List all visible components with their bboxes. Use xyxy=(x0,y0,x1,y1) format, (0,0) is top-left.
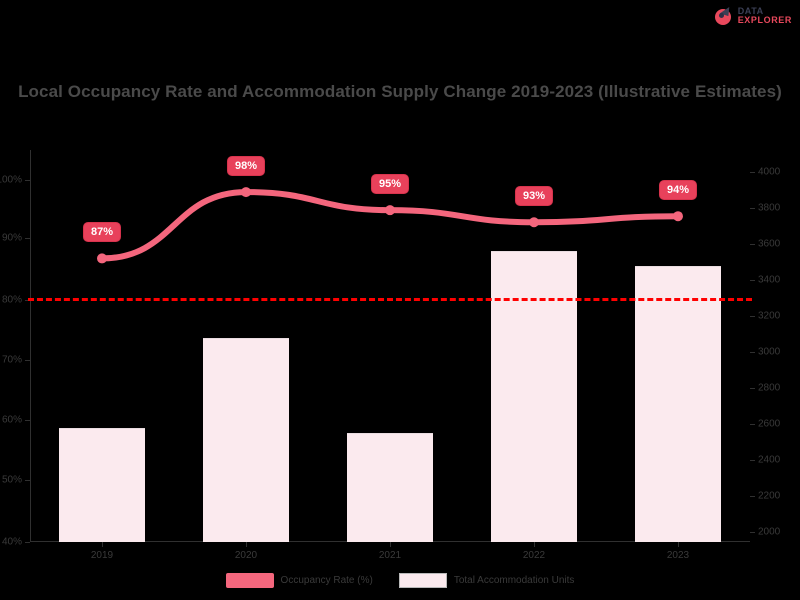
y-tick-right xyxy=(750,280,755,281)
y-tick-right xyxy=(750,460,755,461)
legend-item-occupancy[interactable]: Occupancy Rate (%) xyxy=(225,573,373,588)
y-tick-label-left: 60% xyxy=(1,414,22,426)
y-tick-label-right: 2800 xyxy=(758,382,781,394)
bar-2023 xyxy=(634,265,722,542)
x-tick xyxy=(102,542,103,547)
brand-logo: DATA EXPLORER xyxy=(712,4,792,27)
y-tick-label-left: 90% xyxy=(1,232,22,244)
y-tick-label-left: 70% xyxy=(1,354,22,366)
logo-icon xyxy=(712,4,734,27)
line-series xyxy=(97,187,683,264)
line-point-2022 xyxy=(529,217,539,228)
data-label-2020: 98% xyxy=(226,156,266,177)
y-tick-label-right: 3400 xyxy=(758,274,781,286)
y-tick-label-right: 3800 xyxy=(758,202,781,214)
y-tick-right xyxy=(750,424,755,425)
bar-2019 xyxy=(58,427,146,542)
legend-label-units: Total Accommodation Units xyxy=(453,575,575,586)
y-tick-label-right: 3200 xyxy=(758,310,781,322)
data-label-2021: 95% xyxy=(370,174,410,195)
legend-item-units[interactable]: Total Accommodation Units xyxy=(398,573,575,588)
bar-swatch-icon xyxy=(398,573,447,588)
logo-line-2: EXPLORER xyxy=(737,15,792,25)
x-tick xyxy=(390,542,391,547)
bar-2021 xyxy=(346,433,434,542)
y-tick-left xyxy=(25,480,30,481)
y-tick-label-right: 4000 xyxy=(758,166,781,178)
y-tick-left xyxy=(25,180,30,181)
y-tick-right xyxy=(750,388,755,389)
y-tick-left xyxy=(25,238,30,239)
y-tick-right xyxy=(750,496,755,497)
y-tick-label-left: 50% xyxy=(1,474,22,486)
y-tick-label-left: 100% xyxy=(0,174,22,186)
x-tick xyxy=(678,542,679,547)
line-point-2023 xyxy=(673,211,683,222)
y-axis-left xyxy=(30,150,31,542)
line-swatch-icon xyxy=(225,573,274,588)
y-tick-label-right: 2400 xyxy=(758,454,781,466)
chart-legend: Occupancy Rate (%) Total Accommodation U… xyxy=(0,573,800,588)
y-tick-right xyxy=(750,532,755,533)
y-tick-label-left: 40% xyxy=(1,536,22,548)
line-point-2019 xyxy=(97,253,107,264)
y-tick-label-right: 2600 xyxy=(758,418,781,430)
y-tick-label-right: 3000 xyxy=(758,346,781,358)
y-tick-right xyxy=(750,172,755,173)
x-tick-label-2019: 2019 xyxy=(90,550,114,561)
y-tick-left xyxy=(25,360,30,361)
bar-2020 xyxy=(202,337,290,542)
y-tick-left xyxy=(25,300,30,301)
y-tick-left xyxy=(25,542,30,543)
y-tick-label-left: 80% xyxy=(1,294,22,306)
y-tick-label-right: 3600 xyxy=(758,238,781,250)
x-tick xyxy=(246,542,247,547)
y-tick-left xyxy=(25,420,30,421)
logo-line-1: DATA xyxy=(737,6,764,16)
reference-line xyxy=(28,298,752,301)
chart-plot-area: 100% 90% 80% 70% 60% 50% 40% 4000 3800 3600 3400 3… xyxy=(0,150,780,561)
y-tick-right xyxy=(750,208,755,209)
chart-title: Local Occupancy Rate and Accommodation S… xyxy=(18,82,782,101)
legend-label-occupancy: Occupancy Rate (%) xyxy=(280,575,373,586)
x-tick-label-2023: 2023 xyxy=(666,550,690,561)
line-point-2021 xyxy=(385,205,395,216)
y-tick-right xyxy=(750,352,755,353)
y-tick-label-right: 2000 xyxy=(758,526,781,538)
x-tick-label-2021: 2021 xyxy=(378,550,402,561)
data-label-2022: 93% xyxy=(514,186,554,207)
x-tick xyxy=(534,542,535,547)
line-point-2020 xyxy=(241,187,251,198)
x-tick-label-2020: 2020 xyxy=(234,550,258,561)
y-tick-right xyxy=(750,244,755,245)
x-tick-label-2022: 2022 xyxy=(522,550,546,561)
data-label-2023: 94% xyxy=(658,180,698,201)
logo-wordmark: DATA EXPLORER xyxy=(738,7,792,25)
y-tick-right xyxy=(750,316,755,317)
data-label-2019: 87% xyxy=(82,222,122,243)
y-tick-label-right: 2200 xyxy=(758,490,781,502)
